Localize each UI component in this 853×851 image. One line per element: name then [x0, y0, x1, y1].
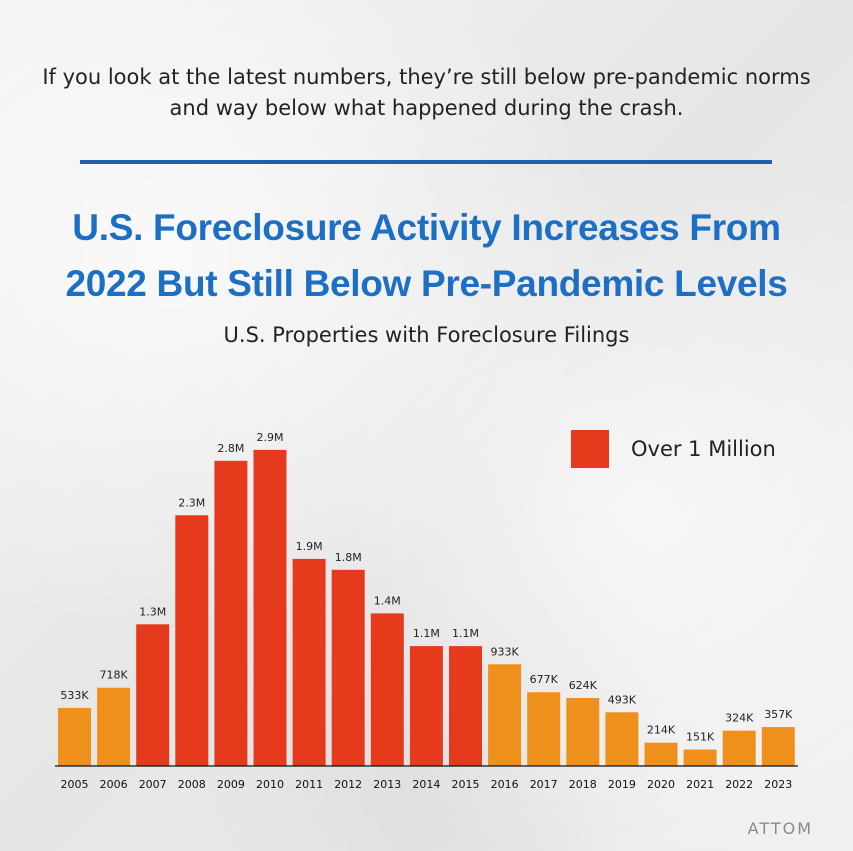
headline-line-1: U.S. Foreclosure Activity Increases From — [72, 207, 781, 248]
bar-2022 — [722, 730, 756, 766]
data-label-2005: 533K — [60, 689, 89, 702]
bar-2018 — [566, 697, 600, 766]
data-label-2017: 677K — [530, 673, 559, 686]
x-tick-2005: 2005 — [61, 778, 89, 791]
x-tick-2017: 2017 — [530, 778, 558, 791]
bar-2005 — [58, 707, 91, 766]
bar-2019 — [605, 712, 639, 766]
data-label-2011: 1.9M — [296, 540, 323, 553]
intro-text: If you look at the latest numbers, they’… — [42, 65, 811, 120]
bar-2012 — [331, 569, 365, 766]
legend: Over 1 Million — [571, 430, 776, 468]
data-label-2015: 1.1M — [452, 627, 479, 640]
data-label-2007: 1.3M — [139, 605, 166, 618]
x-tick-2012: 2012 — [334, 778, 362, 791]
x-tick-2021: 2021 — [686, 778, 714, 791]
bar-2011 — [292, 558, 326, 766]
bar-2023 — [761, 727, 795, 766]
bars-group: 533K 718K 1.3M 2.3M 2.8M 2.9M 1.9M 1.8M 1.4M 1.1M… — [58, 431, 795, 766]
x-tick-2015: 2015 — [452, 778, 480, 791]
x-tick-2022: 2022 — [725, 778, 753, 791]
data-label-2009: 2.8M — [217, 442, 244, 455]
bar-2009 — [214, 460, 248, 766]
bar-2007 — [136, 624, 170, 766]
data-label-2021: 151K — [686, 731, 715, 744]
data-label-2010: 2.9M — [257, 431, 284, 444]
headline-line-2: 2022 But Still Below Pre-Pandemic Levels — [65, 263, 788, 304]
legend-label: Over 1 Million — [631, 437, 776, 461]
bar-2020 — [644, 742, 678, 766]
bar-2017 — [527, 692, 561, 766]
data-label-2012: 1.8M — [335, 551, 362, 564]
data-label-2020: 214K — [647, 724, 676, 737]
bar-2008 — [175, 515, 209, 766]
bar-2006 — [97, 687, 131, 766]
x-tick-2008: 2008 — [178, 778, 206, 791]
x-tick-2009: 2009 — [217, 778, 245, 791]
legend-swatch — [571, 430, 609, 468]
chart-title: U.S. Properties with Foreclosure Filings — [223, 323, 630, 347]
x-tick-2014: 2014 — [412, 778, 440, 791]
x-tick-2011: 2011 — [295, 778, 323, 791]
bar-2021 — [683, 749, 717, 766]
data-label-2019: 493K — [608, 693, 637, 706]
bar-2013 — [370, 613, 404, 766]
x-tick-2006: 2006 — [100, 778, 128, 791]
x-tick-2016: 2016 — [491, 778, 519, 791]
data-label-2013: 1.4M — [374, 594, 401, 607]
data-label-2016: 933K — [490, 645, 519, 658]
data-label-2014: 1.1M — [413, 627, 440, 640]
headline: U.S. Foreclosure Activity Increases From… — [30, 200, 823, 312]
x-tick-2019: 2019 — [608, 778, 636, 791]
bar-2010 — [253, 449, 287, 766]
bar-2016 — [488, 664, 522, 766]
data-label-2018: 624K — [569, 679, 598, 692]
x-tick-2013: 2013 — [373, 778, 401, 791]
data-label-2006: 718K — [99, 669, 128, 682]
x-tick-2023: 2023 — [764, 778, 792, 791]
bar-2014 — [409, 646, 443, 766]
x-tick-2010: 2010 — [256, 778, 284, 791]
data-label-2008: 2.3M — [178, 496, 205, 509]
divider — [80, 160, 772, 164]
x-axis-ticks: 2005 2006 2007 2008 2009 2010 2011 2012 2013 2014… — [61, 778, 793, 791]
bar-2015 — [449, 646, 482, 766]
x-tick-2018: 2018 — [569, 778, 597, 791]
data-label-2022: 324K — [725, 712, 754, 725]
x-tick-2007: 2007 — [139, 778, 167, 791]
data-label-2023: 357K — [764, 708, 793, 721]
source-logo: ATTOM — [747, 819, 813, 838]
x-tick-2020: 2020 — [647, 778, 675, 791]
